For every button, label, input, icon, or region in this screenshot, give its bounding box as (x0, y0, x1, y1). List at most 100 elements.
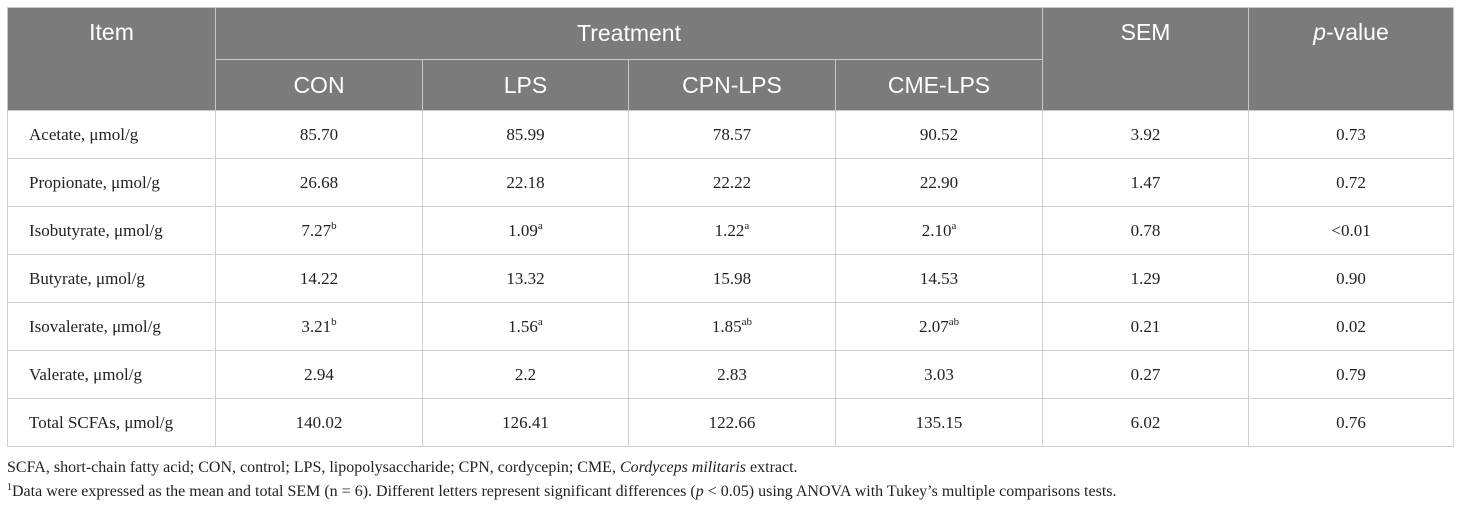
cell-value: 126.41 (502, 412, 549, 432)
header-item: Item (7, 7, 216, 111)
row-item-label: Isovalerate, μmol/g (7, 302, 216, 351)
table-row: Isobutyrate, μmol/g 7.27b 1.09a 1.22a 2.10a 0… (7, 206, 1455, 255)
cell-value: 90.52 (919, 124, 959, 144)
header-treatment: Treatment (214, 7, 1044, 60)
cell-pvalue: 0.02 (1248, 302, 1455, 351)
table-row: Total SCFAs, μmol/g 140.02 126.41 122.66 135… (7, 398, 1455, 447)
cell-cpn-lps: 78.57 (628, 110, 836, 159)
footnote-statistics: 1Data were expressed as the mean and tot… (7, 480, 1117, 504)
header-group-cme-lps: CME-LPS (834, 59, 1044, 111)
cell-cme-lps: 3.03 (834, 350, 1044, 399)
header-group-lps: LPS (422, 59, 629, 111)
cell-value: 14.53 (919, 268, 959, 288)
table-row: Propionate, μmol/g 26.68 22.18 22.22 22.90 1.… (7, 158, 1455, 207)
cell-value: 2.10 (921, 220, 952, 240)
header-sem: SEM (1042, 7, 1250, 111)
cell-sem: 1.47 (1042, 158, 1250, 207)
footnote-marker: 1 (7, 482, 12, 493)
header-pvalue-italic: p (1313, 19, 1327, 45)
significance-letter: a (951, 219, 957, 232)
cell-sem: 1.29 (1042, 254, 1250, 303)
cell-value: 7.27 (301, 220, 332, 240)
cell-sem: 3.92 (1042, 110, 1250, 159)
row-item-label: Acetate, μmol/g (7, 110, 216, 159)
results-table: Item Treatment SEM p-value CON LPS CPN-L… (7, 7, 1455, 447)
cell-pvalue: 0.76 (1248, 398, 1455, 447)
row-item-label: Butyrate, μmol/g (7, 254, 216, 303)
cell-con: 7.27b (215, 206, 423, 255)
row-item-label: Valerate, μmol/g (7, 350, 216, 399)
cell-value: 26.68 (299, 172, 339, 192)
cell-value: 1.56 (508, 316, 538, 336)
footnote-2-italic: p (695, 483, 704, 500)
cell-cme-lps: 2.07ab (834, 302, 1044, 351)
cell-value: 13.32 (506, 268, 545, 288)
cell-lps: 126.41 (422, 398, 629, 447)
cell-value: 1.22 (714, 220, 745, 240)
cell-value: 1.85 (711, 316, 742, 336)
row-item-label: Propionate, μmol/g (7, 158, 216, 207)
cell-value: 2.2 (514, 364, 537, 384)
cell-cpn-lps: 22.22 (628, 158, 836, 207)
cell-con: 14.22 (215, 254, 423, 303)
cell-con: 85.70 (215, 110, 423, 159)
cell-value: 135.15 (915, 412, 963, 432)
cell-con: 26.68 (215, 158, 423, 207)
footnote-2-text: Data were expressed as the mean and tota… (12, 483, 696, 500)
cell-pvalue: 0.79 (1248, 350, 1455, 399)
cell-lps: 2.2 (422, 350, 629, 399)
cell-pvalue: 0.73 (1248, 110, 1455, 159)
cell-sem: 6.02 (1042, 398, 1250, 447)
header-group-con: CON (215, 59, 423, 111)
cell-cme-lps: 22.90 (834, 158, 1044, 207)
cell-con: 3.21b (215, 302, 423, 351)
cell-cme-lps: 14.53 (834, 254, 1044, 303)
significance-letter: ab (948, 315, 960, 328)
cell-cme-lps: 90.52 (834, 110, 1044, 159)
cell-value: 85.70 (299, 124, 339, 144)
cell-pvalue: 0.72 (1248, 158, 1455, 207)
footnote-1-italic: Cordyceps militaris (619, 459, 747, 476)
significance-letter: a (744, 219, 750, 232)
cell-value: 15.98 (712, 268, 752, 288)
significance-letter: a (537, 219, 543, 232)
significance-letter: b (331, 315, 337, 328)
cell-sem: 0.27 (1042, 350, 1250, 399)
cell-pvalue: 0.90 (1248, 254, 1455, 303)
footnote-abbreviations: SCFA, short-chain fatty acid; CON, contr… (7, 456, 1117, 480)
header-pvalue: p-value (1248, 7, 1455, 111)
cell-con: 140.02 (215, 398, 423, 447)
cell-cpn-lps: 1.22a (628, 206, 836, 255)
cell-value: 14.22 (299, 268, 339, 288)
cell-con: 2.94 (215, 350, 423, 399)
cell-value: 22.90 (919, 172, 959, 192)
significance-letter: ab (741, 315, 753, 328)
significance-letter: b (331, 219, 337, 232)
cell-cpn-lps: 122.66 (628, 398, 836, 447)
header-group-cpn-lps: CPN-LPS (628, 59, 836, 111)
cell-value: 2.94 (304, 364, 334, 384)
table-row: Butyrate, μmol/g 14.22 13.32 15.98 14.53 1.29… (7, 254, 1455, 303)
significance-letter: a (537, 315, 543, 328)
table-row: Valerate, μmol/g 2.94 2.2 2.83 3.03 0.27 0.79 (7, 350, 1455, 399)
cell-value: 140.02 (295, 412, 343, 432)
cell-value: 122.66 (708, 412, 756, 432)
cell-cme-lps: 135.15 (834, 398, 1044, 447)
cell-lps: 1.56a (422, 302, 629, 351)
cell-lps: 22.18 (422, 158, 629, 207)
cell-value: 1.09 (508, 220, 538, 240)
cell-value: 22.18 (506, 172, 545, 192)
cell-lps: 13.32 (422, 254, 629, 303)
cell-cpn-lps: 1.85ab (628, 302, 836, 351)
cell-cme-lps: 2.10a (834, 206, 1044, 255)
table-row: Isovalerate, μmol/g 3.21b 1.56a 1.85ab 2.07a… (7, 302, 1455, 351)
cell-value: 2.07 (918, 316, 949, 336)
cell-value: 2.83 (717, 364, 747, 384)
cell-value: 78.57 (712, 124, 752, 144)
cell-lps: 85.99 (422, 110, 629, 159)
cell-value: 22.22 (712, 172, 752, 192)
footnote-1-text: SCFA, short-chain fatty acid; CON, contr… (7, 459, 620, 476)
table-body: Acetate, μmol/g 85.70 85.99 78.57 90.52 3.92 0… (7, 110, 1455, 447)
cell-pvalue: <0.01 (1248, 206, 1455, 255)
cell-value: 3.21 (301, 316, 332, 336)
